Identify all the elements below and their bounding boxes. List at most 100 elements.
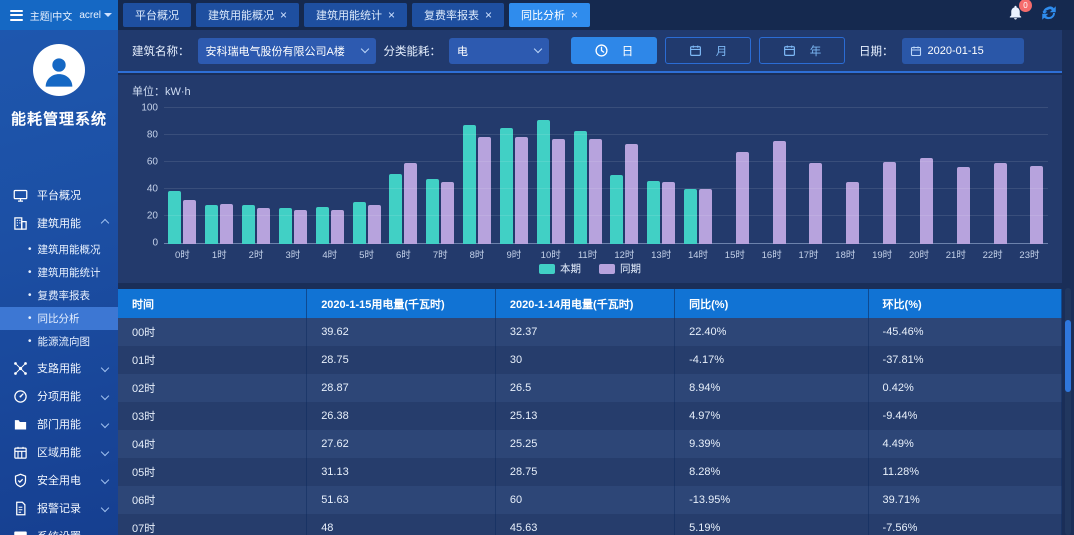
table-row[interactable]: 05时 31.13 28.75 8.28% 11.28% [118, 458, 1063, 486]
bar-同期[interactable] [956, 167, 970, 244]
period-year-button[interactable]: 年 [759, 37, 845, 64]
app-title: 能耗管理系统 [10, 111, 107, 128]
sidebar-item-系统设置[interactable]: 系统设置 [0, 522, 118, 535]
table-row[interactable]: 07时 48 45.63 5.19% -7.56% [118, 514, 1063, 535]
bar-本期[interactable] [242, 205, 256, 244]
bar-本期[interactable] [499, 127, 513, 244]
bar-本期[interactable] [536, 119, 550, 244]
sidebar-item-复费率报表[interactable]: 复费率报表 [0, 284, 118, 307]
bar-本期[interactable] [168, 190, 182, 244]
bar-同期[interactable] [551, 138, 565, 244]
bar-同期[interactable] [293, 210, 307, 244]
sidebar-item-平台概况[interactable]: 平台概况 [0, 181, 118, 209]
bar-同期[interactable] [846, 181, 860, 244]
bar-同期[interactable] [257, 208, 271, 244]
tab-label: 复费率报表 [424, 10, 480, 22]
bar-本期[interactable] [205, 205, 219, 244]
notification-bell-icon[interactable]: 0 [1007, 0, 1032, 26]
bar-同期[interactable] [809, 163, 823, 244]
legend-item-本期[interactable]: 本期 [539, 261, 581, 276]
chevron-icon [100, 391, 110, 401]
bar-同期[interactable] [367, 205, 381, 244]
tab-复费率报表[interactable]: 复费率报表 × [412, 3, 505, 27]
bar-同期[interactable] [478, 137, 492, 244]
sidebar-item-支路用能[interactable]: 支路用能 [0, 354, 118, 382]
table-row[interactable]: 03时 26.38 25.13 4.97% -9.44% [118, 402, 1063, 430]
bar-本期[interactable] [647, 180, 661, 244]
energy-type-select[interactable]: 电 [449, 37, 549, 64]
tab-平台概况[interactable]: 平台概况 [123, 3, 191, 27]
bar-pair [242, 205, 271, 244]
user-menu[interactable]: acrel [79, 10, 112, 21]
legend-swatch [599, 263, 615, 274]
date-picker[interactable]: 2020-01-15 [901, 37, 1024, 64]
bar-本期[interactable] [426, 179, 440, 244]
sidebar-item-区域用能[interactable]: 区域用能 [0, 438, 118, 466]
hamburger-menu-icon[interactable] [10, 9, 23, 21]
bar-同期[interactable] [625, 144, 639, 244]
sidebar-item-安全用电[interactable]: 安全用电 [0, 466, 118, 494]
bar-group-19时: 19时 [864, 109, 901, 261]
sidebar-item-能源流向图[interactable]: 能源流向图 [0, 330, 118, 353]
table-row[interactable]: 06时 51.63 60 -13.95% 39.71% [118, 486, 1063, 514]
sidebar-item-同比分析[interactable]: 同比分析 [0, 307, 118, 330]
theme-language-label[interactable]: 主题|中文 [29, 11, 73, 23]
bar-同期[interactable] [330, 209, 344, 244]
period-day-button[interactable]: 日 [571, 37, 657, 64]
bar-同期[interactable] [1030, 165, 1044, 244]
legend-item-同期[interactable]: 同期 [599, 261, 641, 276]
tab-建筑用能概况[interactable]: 建筑用能概况 × [196, 3, 300, 27]
bar-同期[interactable] [993, 163, 1007, 244]
tab-同比分析[interactable]: 同比分析 × [509, 3, 591, 27]
bar-本期[interactable] [463, 125, 477, 244]
bar-本期[interactable] [315, 206, 329, 244]
building-select[interactable]: 安科瑞电气股份有限公司A楼 [197, 37, 376, 64]
x-axis-label: 18时 [835, 250, 856, 261]
table-row[interactable]: 01时 28.75 30 -4.17% -37.81% [118, 346, 1063, 374]
tab-close-icon[interactable]: × [388, 8, 396, 22]
bar-本期[interactable] [278, 208, 292, 244]
bar-同期[interactable] [404, 163, 418, 244]
bar-本期[interactable] [352, 201, 366, 244]
bar-本期[interactable] [610, 175, 624, 244]
bar-同期[interactable] [183, 200, 197, 244]
bar-同期[interactable] [441, 182, 455, 244]
sidebar-item-建筑用能[interactable]: 建筑用能 [0, 209, 118, 237]
tab-close-icon[interactable]: × [571, 8, 579, 22]
table-cell: 4.97% [674, 402, 869, 430]
bar-同期[interactable] [735, 152, 749, 244]
table-cell: 51.63 [306, 486, 496, 514]
bar-同期[interactable] [919, 157, 933, 244]
period-month-button[interactable]: 月 [665, 37, 751, 64]
table-row[interactable]: 04时 27.62 25.25 9.39% 4.49% [118, 430, 1063, 458]
tab-建筑用能统计[interactable]: 建筑用能统计 × [304, 3, 408, 27]
sidebar-item-部门用能[interactable]: 部门用能 [0, 410, 118, 438]
bar-同期[interactable] [772, 141, 786, 244]
bar-group-7时: 7时 [422, 109, 459, 261]
bar-同期[interactable] [514, 137, 528, 244]
sidebar-item-分项用能[interactable]: 分项用能 [0, 382, 118, 410]
bar-同期[interactable] [699, 188, 712, 244]
monitor-icon [12, 187, 28, 203]
tab-label: 建筑用能统计 [316, 10, 383, 22]
bar-本期[interactable] [389, 174, 403, 244]
bar-本期[interactable] [573, 130, 587, 244]
refresh-icon[interactable] [1040, 4, 1058, 27]
bar-本期[interactable] [684, 188, 697, 244]
bar-同期[interactable] [220, 203, 234, 244]
table-cell: 30 [495, 346, 676, 374]
sidebar-item-建筑用能概况[interactable]: 建筑用能概况 [0, 238, 118, 261]
bar-同期[interactable] [883, 161, 897, 244]
table-cell: 28.75 [306, 346, 496, 374]
bar-同期[interactable] [662, 181, 676, 244]
table-row[interactable]: 02时 28.87 26.5 8.94% 0.42% [118, 374, 1063, 402]
sidebar-item-报警记录[interactable]: 报警记录 [0, 494, 118, 522]
avatar[interactable] [33, 44, 85, 96]
scrollbar-thumb[interactable] [1065, 320, 1071, 392]
bar-同期[interactable] [588, 138, 602, 244]
sidebar-item-建筑用能统计[interactable]: 建筑用能统计 [0, 261, 118, 284]
tab-close-icon[interactable]: × [485, 8, 493, 22]
table-row[interactable]: 00时 39.62 32.37 22.40% -45.46% [118, 318, 1063, 346]
table-scrollbar[interactable] [1065, 288, 1071, 535]
tab-close-icon[interactable]: × [280, 8, 288, 22]
